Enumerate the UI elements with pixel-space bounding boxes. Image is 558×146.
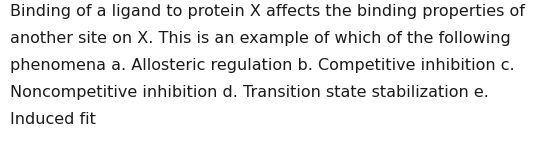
Text: another site on X. This is an example of which of the following: another site on X. This is an example of…	[10, 31, 511, 46]
Text: Binding of a ligand to protein X affects the binding properties of: Binding of a ligand to protein X affects…	[10, 4, 525, 19]
Text: Induced fit: Induced fit	[10, 112, 96, 127]
Text: Noncompetitive inhibition d. Transition state stabilization e.: Noncompetitive inhibition d. Transition …	[10, 85, 489, 100]
Text: phenomena a. Allosteric regulation b. Competitive inhibition c.: phenomena a. Allosteric regulation b. Co…	[10, 58, 514, 73]
